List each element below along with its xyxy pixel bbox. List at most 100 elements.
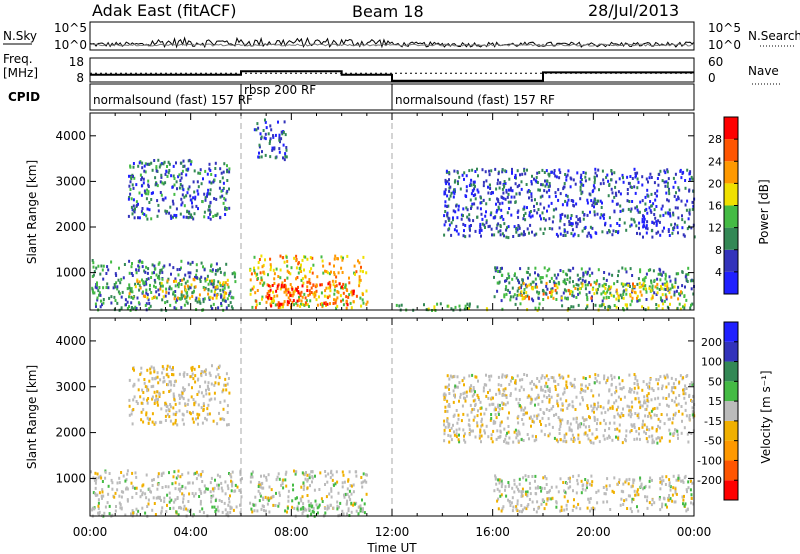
data-cell — [567, 198, 570, 202]
data-cell — [333, 257, 336, 261]
data-cell — [550, 292, 553, 296]
colorbar-swatch — [724, 161, 738, 184]
data-cell — [479, 225, 482, 229]
data-cell — [191, 481, 194, 485]
data-cell — [102, 286, 105, 290]
data-cell — [168, 500, 171, 504]
data-cell — [649, 378, 652, 381]
data-cell — [550, 276, 553, 280]
data-cell — [601, 214, 604, 218]
data-cell — [269, 268, 272, 272]
data-cell — [643, 486, 646, 490]
data-cell — [610, 187, 613, 191]
data-cell — [199, 171, 202, 175]
data-cell — [526, 504, 529, 508]
data-cell — [222, 181, 225, 185]
data-cell — [287, 499, 290, 503]
data-cell — [223, 399, 226, 403]
data-cell — [472, 183, 475, 187]
data-cell — [278, 493, 281, 497]
data-cell — [444, 425, 447, 429]
data-cell — [571, 404, 574, 408]
data-cell — [520, 290, 523, 294]
data-cell — [443, 395, 446, 399]
data-cell — [168, 496, 171, 500]
data-cell — [563, 436, 566, 439]
data-cell — [215, 269, 217, 273]
data-cell — [203, 210, 206, 214]
data-cell — [589, 416, 591, 420]
data-cell — [153, 370, 156, 374]
data-cell — [504, 374, 507, 378]
data-cell — [286, 506, 289, 510]
data-cell — [193, 403, 196, 407]
data-cell — [569, 269, 572, 273]
data-cell — [166, 300, 169, 304]
data-cell — [674, 172, 677, 176]
data-cell — [149, 304, 152, 308]
data-cell — [104, 476, 107, 480]
data-cell — [358, 261, 361, 265]
data-cell — [531, 434, 534, 438]
data-cell — [445, 182, 448, 186]
data-cell — [491, 402, 494, 406]
data-cell — [120, 277, 123, 281]
data-cell — [517, 401, 520, 405]
data-cell — [163, 500, 166, 504]
data-cell — [648, 387, 651, 391]
data-cell — [443, 439, 446, 443]
data-cell — [526, 168, 528, 172]
data-cell — [223, 291, 226, 294]
data-cell — [498, 478, 501, 482]
data-cell — [672, 413, 675, 417]
data-cell — [159, 281, 162, 285]
data-cell — [239, 503, 242, 507]
data-cell — [589, 509, 592, 513]
data-cell — [681, 412, 684, 416]
data-cell — [505, 292, 508, 296]
data-cell — [671, 283, 674, 287]
data-cell — [168, 263, 171, 267]
data-cell — [641, 425, 644, 429]
data-cell — [603, 374, 606, 378]
data-cell — [565, 380, 568, 384]
data-cell — [213, 383, 216, 387]
data-cell — [207, 282, 210, 286]
data-cell — [180, 283, 183, 286]
data-cell — [690, 501, 692, 505]
data-cell — [470, 183, 473, 187]
colorbar-swatch — [724, 117, 738, 140]
data-cell — [105, 272, 108, 275]
data-cell — [210, 173, 213, 176]
data-cell — [595, 407, 598, 411]
data-cell — [589, 497, 592, 501]
data-cell — [576, 222, 579, 226]
data-cell — [186, 410, 189, 414]
data-cell — [166, 413, 169, 417]
data-cell — [185, 300, 188, 304]
data-cell — [547, 434, 550, 438]
data-cell — [228, 187, 230, 191]
data-cell — [622, 293, 625, 296]
data-cell — [653, 407, 656, 410]
data-cell — [209, 490, 212, 494]
data-cell — [346, 303, 349, 307]
data-cell — [473, 415, 476, 419]
data-cell — [463, 171, 466, 175]
data-cell — [643, 399, 646, 403]
data-cell — [576, 171, 579, 175]
data-cell — [479, 207, 482, 211]
data-cell — [470, 205, 473, 209]
data-cell — [661, 384, 664, 388]
data-cell — [251, 305, 254, 309]
data-cell — [170, 272, 172, 276]
data-cell — [534, 277, 537, 281]
data-cell — [645, 207, 648, 211]
data-cell — [126, 287, 129, 291]
data-cell — [225, 191, 228, 195]
data-cell — [582, 376, 585, 380]
data-cell — [208, 412, 211, 416]
data-cell — [278, 150, 281, 154]
data-cell — [667, 228, 670, 232]
data-cell — [307, 294, 310, 297]
